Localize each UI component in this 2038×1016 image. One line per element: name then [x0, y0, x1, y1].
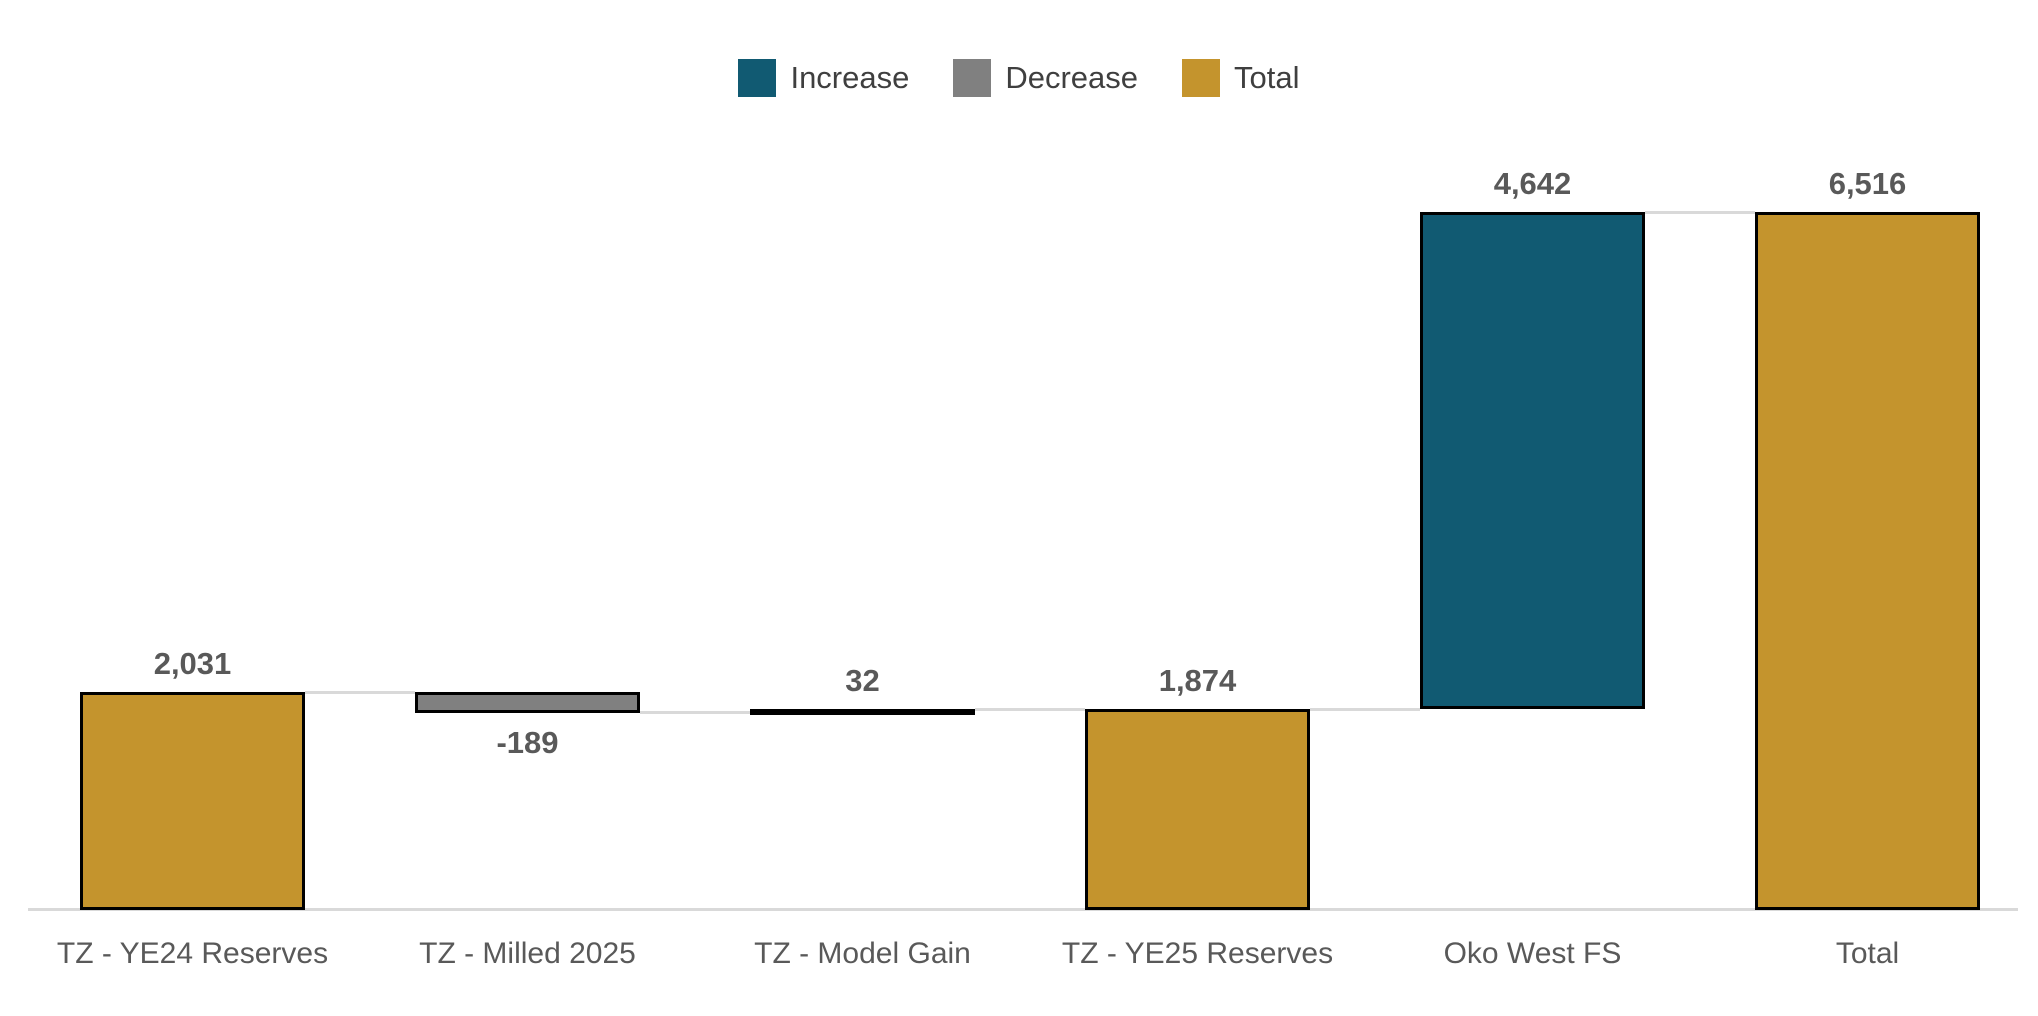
category-label-tz-ye24-reserves: TZ - YE24 Reserves: [56, 937, 329, 970]
category-label-tz-ye25-reserves: TZ - YE25 Reserves: [1061, 937, 1334, 970]
bar-value-label-tz-milled-2025: -189: [496, 724, 559, 760]
legend-label-increase: Increase: [790, 60, 910, 95]
legend-item-decrease: Decrease: [953, 58, 1138, 98]
bar-tz-milled-2025: [415, 692, 640, 713]
legend-label-decrease: Decrease: [1005, 60, 1139, 95]
category-label-tz-milled-2025: TZ - Milled 2025: [419, 937, 636, 970]
legend-swatch-total: [1182, 59, 1221, 97]
bar-value-label-total: 6,516: [1828, 166, 1907, 201]
legend-label-total: Total: [1234, 60, 1300, 95]
category-label-tz-model-gain: TZ - Model Gain: [754, 937, 971, 970]
legend-swatch-decrease: [953, 59, 992, 97]
connector-line: [1645, 210, 1755, 214]
bar-value-label-tz-model-gain: 32: [845, 663, 880, 699]
connector-line: [640, 711, 750, 715]
category-label-total: Total: [1835, 937, 1900, 970]
legend-swatch-increase: [738, 59, 777, 97]
chart-legend: Increase Decrease Total: [0, 58, 2038, 98]
bar-tz-ye24-reserves: [80, 692, 305, 910]
bar-value-label-tz-ye25-reserves: 1,874: [1158, 663, 1237, 699]
bar-value-label-tz-ye24-reserves: 2,031: [153, 646, 232, 682]
category-label-oko-west-fs: Oko West FS: [1443, 937, 1622, 970]
x-axis-line: [28, 908, 2018, 911]
connector-line: [305, 690, 415, 694]
connector-line: [975, 707, 1085, 711]
legend-item-increase: Increase: [738, 58, 909, 98]
bar-tz-model-gain: [750, 709, 975, 716]
bar-oko-west-fs: [1420, 212, 1645, 710]
bar-total: [1755, 212, 1980, 910]
bar-tz-ye25-reserves: [1085, 709, 1310, 910]
legend-item-total: Total: [1182, 58, 1300, 98]
bar-value-label-oko-west-fs: 4,642: [1493, 166, 1572, 201]
connector-line: [1310, 707, 1420, 711]
